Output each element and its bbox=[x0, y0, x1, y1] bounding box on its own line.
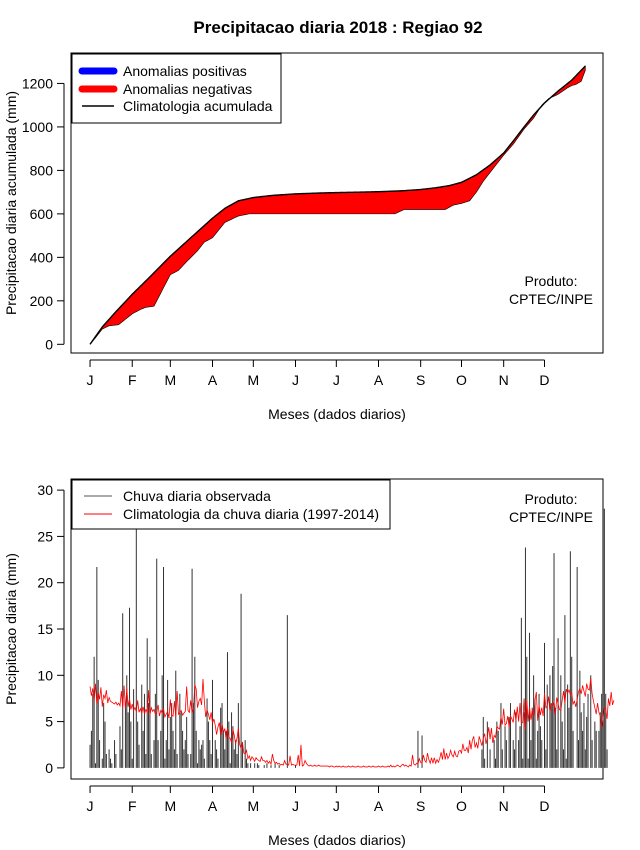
cum-x-tick-label: J bbox=[292, 372, 299, 388]
daily-y-tick-label: 0 bbox=[45, 760, 53, 776]
daily-bars bbox=[89, 485, 608, 768]
cum-x-axis-label: Meses (dados diarios) bbox=[268, 406, 406, 422]
cum-x-tick-label: N bbox=[499, 372, 509, 388]
climatology-cumulative-line bbox=[89, 65, 586, 345]
daily-credit-text: CPTEC/INPE bbox=[509, 509, 593, 525]
page-title: Precipitacao diaria 2018 : Regiao 92 bbox=[193, 18, 482, 37]
cum-y-axis-label: Precipitacao diaria acumulada (mm) bbox=[3, 91, 19, 315]
cum-y-tick-label: 600 bbox=[30, 206, 54, 222]
daily-y-tick-label: 10 bbox=[37, 667, 53, 683]
cum-legend-label: Anomalias negativas bbox=[123, 81, 252, 97]
cum-x-tick-label: A bbox=[374, 372, 384, 388]
daily-x-tick-label: F bbox=[128, 798, 137, 814]
daily-chart: 0 5 10 15 20 25 30 J F M A M J J A S O N D Meses (dados dia… bbox=[3, 478, 615, 848]
daily-x-tick-label: J bbox=[292, 798, 299, 814]
cum-x-tick-label: D bbox=[539, 372, 549, 388]
cum-x-tick-label: J bbox=[87, 372, 94, 388]
daily-x-tick-label: O bbox=[456, 798, 467, 814]
daily-legend: Chuva diaria observada Climatologia da ch… bbox=[71, 479, 391, 530]
cum-legend: Anomalias positivas Anomalias negativasCl… bbox=[71, 53, 282, 124]
cum-y-tick-label: 1000 bbox=[22, 119, 53, 135]
daily-x-tick-label: J bbox=[333, 798, 340, 814]
daily-y-tick-label: 5 bbox=[45, 714, 53, 730]
cum-x-tick-label: M bbox=[247, 372, 259, 388]
daily-x-tick-label: A bbox=[208, 798, 218, 814]
daily-x-tick-label: M bbox=[164, 798, 176, 814]
daily-legend-label: Climatologia da chuva diaria (1997-2014) bbox=[123, 506, 379, 522]
daily-x-tick-label: N bbox=[499, 798, 509, 814]
cum-x-tick-label: A bbox=[208, 372, 218, 388]
cum-plot-border bbox=[70, 52, 604, 354]
cum-y-tick-label: 800 bbox=[30, 162, 54, 178]
daily-y-tick-label: 20 bbox=[37, 575, 53, 591]
cumulative-chart: 0 200 400 600 800 1000 1200 J F M A M J J A S O N D Meses (… bbox=[3, 52, 604, 422]
daily-credit-text: Produto: bbox=[525, 491, 578, 507]
cum-x-tick-label: M bbox=[164, 372, 176, 388]
daily-x-tick-label: D bbox=[539, 798, 549, 814]
cum-credit-text: Produto: bbox=[525, 273, 578, 289]
daily-x-tick-label: M bbox=[247, 798, 259, 814]
cum-y-tick-label: 400 bbox=[30, 249, 54, 265]
cum-x-tick-label: F bbox=[128, 372, 137, 388]
daily-x-tick-label: A bbox=[374, 798, 384, 814]
cum-legend-label: Climatologia acumulada bbox=[123, 98, 273, 114]
cum-y-tick-label: 1200 bbox=[22, 75, 53, 91]
daily-x-tick-label: J bbox=[87, 798, 94, 814]
cum-x-tick-label: J bbox=[333, 372, 340, 388]
daily-legend-label: Chuva diaria observada bbox=[123, 488, 271, 504]
daily-plot-border bbox=[70, 478, 604, 780]
cum-y-tick-label: 0 bbox=[45, 336, 53, 352]
cum-legend-label: Anomalias positivas bbox=[123, 63, 247, 79]
daily-x-tick-label: S bbox=[416, 798, 425, 814]
daily-climatology-line bbox=[89, 678, 615, 768]
daily-x-axis-label: Meses (dados diarios) bbox=[268, 832, 406, 848]
daily-y-tick-label: 25 bbox=[37, 528, 53, 544]
daily-y-axis-label: Precipitacao diaria (mm) bbox=[3, 553, 19, 705]
daily-y-tick-label: 15 bbox=[37, 621, 53, 637]
cum-y-tick-label: 200 bbox=[30, 293, 54, 309]
daily-legend-box bbox=[71, 479, 391, 530]
daily-y-tick-label: 30 bbox=[37, 482, 53, 498]
cum-x-tick-label: O bbox=[456, 372, 467, 388]
cum-x-tick-label: S bbox=[416, 372, 425, 388]
cum-credit-text: CPTEC/INPE bbox=[509, 291, 593, 307]
